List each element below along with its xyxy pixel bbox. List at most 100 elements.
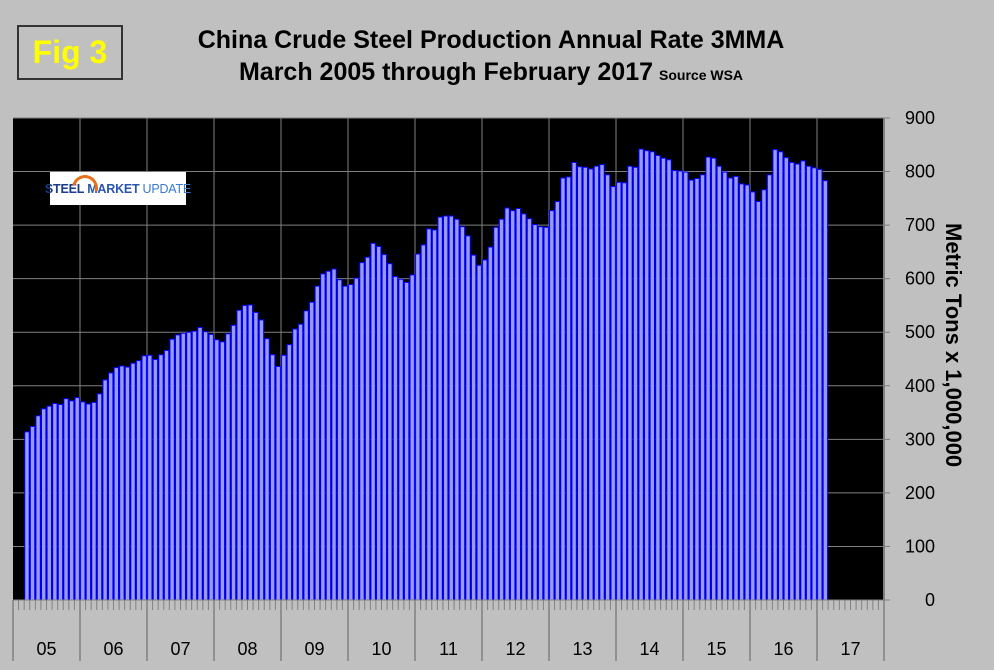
bar <box>269 354 276 601</box>
bar <box>532 224 538 601</box>
bar <box>158 354 164 601</box>
bar <box>632 166 639 601</box>
logo-swoosh-icon <box>67 170 103 206</box>
bar <box>119 365 125 601</box>
bar <box>487 246 494 601</box>
y-tick-label: 100 <box>905 536 935 556</box>
bar <box>666 159 672 601</box>
bar <box>465 235 471 601</box>
bar <box>504 207 510 601</box>
bar <box>398 278 404 601</box>
bar <box>353 277 360 601</box>
bar <box>253 311 259 601</box>
bar <box>822 180 829 601</box>
bar <box>711 157 717 601</box>
bar <box>303 310 309 601</box>
bar <box>470 254 477 601</box>
bar <box>789 161 795 601</box>
bar <box>660 157 667 601</box>
bar <box>621 182 628 601</box>
bar <box>705 156 711 601</box>
bar <box>292 328 298 601</box>
bar <box>331 268 337 601</box>
bar <box>593 165 600 601</box>
bar <box>264 338 270 601</box>
bar <box>521 213 527 601</box>
bar <box>392 276 399 601</box>
bar <box>537 226 544 601</box>
bar <box>41 408 47 601</box>
bar <box>443 215 449 601</box>
bar <box>152 359 159 601</box>
bar <box>543 226 549 601</box>
bar <box>716 165 722 601</box>
bar <box>599 164 605 601</box>
bar <box>35 415 41 601</box>
bar <box>638 148 644 601</box>
bar <box>242 304 248 601</box>
bar <box>219 341 226 601</box>
bar <box>258 319 265 601</box>
bar <box>805 165 812 601</box>
bar <box>80 401 86 601</box>
x-tick-label: 15 <box>706 639 726 659</box>
bar <box>281 354 287 601</box>
bar <box>627 165 633 601</box>
bar <box>202 331 209 601</box>
bar <box>409 274 415 601</box>
y-tick-label: 600 <box>905 269 935 289</box>
x-tick-label: 17 <box>840 639 860 659</box>
logo-word-2: MARKET <box>87 181 140 196</box>
bar <box>437 216 443 601</box>
bar <box>766 174 773 601</box>
bar <box>772 149 778 601</box>
y-tick-label: 700 <box>905 215 935 235</box>
x-tick-label: 12 <box>505 639 525 659</box>
bar <box>644 150 650 601</box>
bar <box>102 379 108 601</box>
bar <box>309 301 315 601</box>
bar <box>236 309 242 601</box>
bar <box>744 184 750 601</box>
x-tick-label: 13 <box>572 639 592 659</box>
y-tick-label: 0 <box>925 590 935 610</box>
bar <box>342 285 348 601</box>
bar <box>794 163 801 601</box>
bar <box>554 201 561 601</box>
bar <box>46 405 52 601</box>
bar <box>29 425 36 601</box>
bar <box>108 372 114 601</box>
bar <box>649 151 655 601</box>
bar <box>817 168 823 601</box>
y-tick-label: 200 <box>905 483 935 503</box>
bar <box>571 161 577 601</box>
bar <box>130 362 136 601</box>
bar <box>320 273 326 601</box>
bar <box>510 210 516 601</box>
bar <box>314 285 320 601</box>
bar <box>68 400 75 601</box>
bar <box>577 166 583 601</box>
bar <box>57 404 64 601</box>
bar <box>755 201 762 601</box>
chart-title: China Crude Steel Production Annual Rate… <box>197 26 785 54</box>
bar <box>677 170 683 601</box>
source-note: Source WSA <box>659 67 744 83</box>
steel-market-update-logo: STEEL MARKET UPDATE <box>45 170 191 206</box>
bar <box>124 366 131 601</box>
bar <box>24 431 30 601</box>
x-tick-label: 11 <box>439 639 458 659</box>
bar <box>454 218 460 601</box>
x-tick-label: 16 <box>773 639 793 659</box>
bar <box>727 177 734 601</box>
bar <box>610 186 616 601</box>
bar <box>297 323 304 601</box>
bar <box>208 333 214 601</box>
bar <box>493 226 499 601</box>
bar <box>180 332 186 601</box>
bar <box>738 183 745 601</box>
bar <box>96 393 103 601</box>
bar <box>811 167 817 601</box>
x-tick-label: 06 <box>103 639 123 659</box>
